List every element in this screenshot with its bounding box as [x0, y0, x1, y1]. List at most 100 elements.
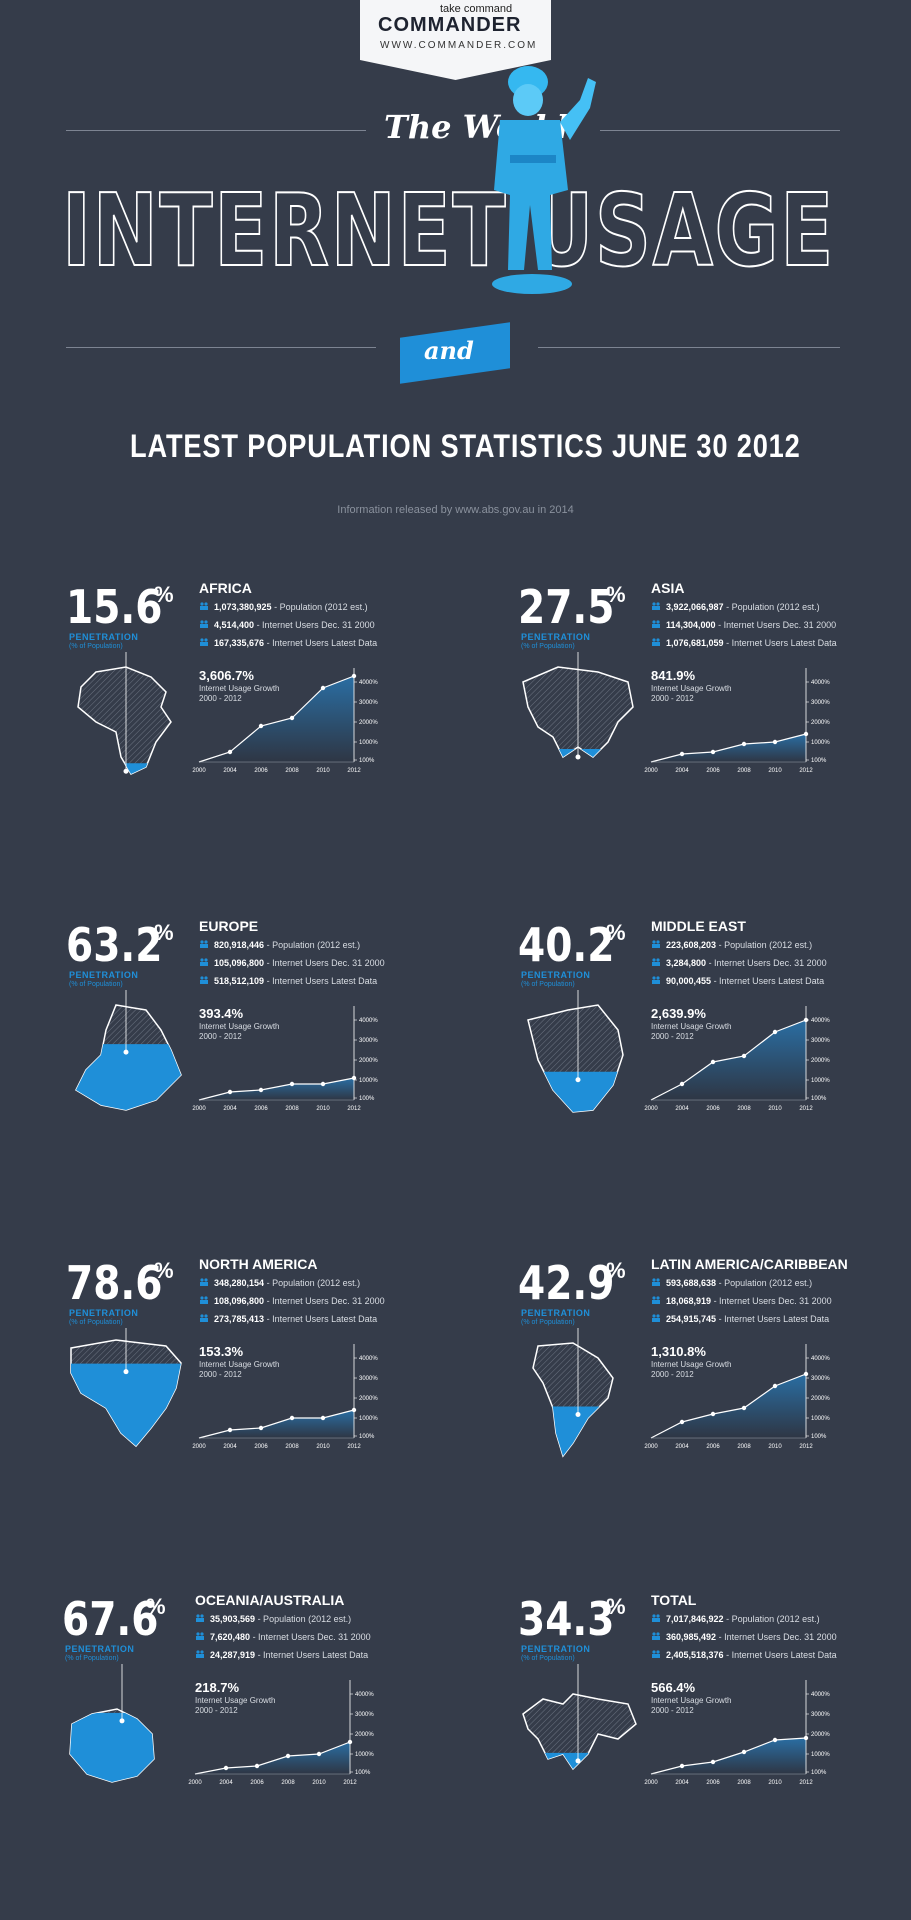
stat-value: 7,017,846,922 — [666, 1614, 724, 1624]
user-icon — [200, 1296, 208, 1304]
stat-label: - Population (2012 est.) — [718, 1278, 813, 1288]
stat-label: - Internet Users Dec. 31 2000 — [708, 958, 827, 968]
stat-value: 223,608,203 — [666, 940, 717, 950]
y-tick-label: 4000% — [811, 680, 830, 686]
person-icon — [196, 1614, 204, 1622]
penetration-sublabel: (% of Population) — [521, 1319, 575, 1326]
growth-value: 841.9% — [651, 668, 696, 683]
latin-america-map-icon — [532, 1328, 614, 1458]
stat-value: 7,620,480 — [210, 1632, 251, 1642]
x-tick-label: 2008 — [737, 1444, 751, 1450]
stat-label: - Internet Users Latest Data — [266, 638, 378, 648]
x-tick-label: 2004 — [223, 1106, 237, 1112]
person-icon — [200, 1278, 208, 1286]
x-tick-label: 2000 — [192, 768, 206, 774]
x-tick-label: 2006 — [706, 1106, 720, 1112]
y-tick-label: 1000% — [811, 1416, 830, 1422]
data-point — [258, 1087, 264, 1093]
logo-tagline: take command — [440, 3, 513, 15]
data-point — [227, 1427, 233, 1433]
region-name: NORTH AMERICA — [199, 1256, 318, 1272]
penetration-value: 78.6 — [66, 1256, 163, 1310]
stat-label: - Population (2012 est.) — [726, 602, 820, 612]
stat-value: 360,985,492 — [666, 1632, 717, 1642]
series-line — [198, 1409, 355, 1439]
stat-users-latest: 1,076,681,059 - Internet Users Latest Da… — [651, 638, 837, 648]
y-tick-label: 1000% — [359, 740, 378, 746]
user-icon — [652, 1632, 660, 1640]
region-panel-north-america: 78.6% PENETRATION (% of Population) NORTH A… — [66, 1256, 506, 1506]
stat-users-2000: 18,068,919 - Internet Users Dec. 31 2000 — [651, 1296, 832, 1306]
x-tick-label: 2004 — [675, 1444, 689, 1450]
stat-value: 1,076,681,059 — [666, 638, 724, 648]
stat-population: 593,688,638 - Population (2012 est.) — [651, 1278, 812, 1288]
user-icon — [652, 1314, 660, 1322]
penetration-sublabel: (% of Population) — [521, 643, 575, 650]
x-tick-label: 2008 — [737, 768, 751, 774]
stat-value: 254,915,745 — [666, 1314, 717, 1324]
growth-chart: 4000% 3000% 2000% 1000% 100% 2000 2004 2006 2008… — [644, 668, 830, 774]
series-line — [650, 1373, 807, 1439]
data-point — [741, 1053, 747, 1059]
stat-users-2000: 105,096,800 - Internet Users Dec. 31 200… — [199, 958, 385, 968]
penetration-label: PENETRATION — [521, 1308, 591, 1318]
logo-url[interactable]: WWW.COMMANDER.COM — [380, 40, 538, 51]
stat-label: - Population (2012 est.) — [274, 602, 368, 612]
data-point — [347, 1739, 353, 1745]
x-tick-label: 2008 — [285, 1444, 299, 1450]
stat-population: 223,608,203 - Population (2012 est.) — [651, 940, 812, 950]
subtitle: LATEST POPULATION STATISTICS JUNE 30 201… — [130, 428, 801, 464]
data-point — [772, 739, 778, 745]
stat-users-latest: 518,512,109 - Internet Users Latest Data — [199, 976, 377, 986]
penetration-value: 27.5 — [518, 580, 615, 634]
data-point — [289, 715, 295, 721]
data-point — [710, 1759, 716, 1765]
stat-label: - Population (2012 est.) — [718, 940, 813, 950]
series-area — [199, 1078, 354, 1100]
and-text: and — [424, 336, 474, 365]
data-point — [227, 749, 233, 755]
percent-sign: % — [154, 582, 174, 607]
penetration-label: PENETRATION — [521, 632, 591, 642]
penetration-sublabel: (% of Population) — [69, 1319, 123, 1326]
y-tick-label: 2000% — [811, 1058, 830, 1064]
x-tick-label: 2004 — [223, 1444, 237, 1450]
x-tick-label: 2010 — [316, 768, 330, 774]
user-icon — [200, 976, 208, 984]
x-tick-label: 2012 — [343, 1780, 357, 1786]
stat-label: - Internet Users Latest Data — [257, 1650, 369, 1660]
y-tick-label: 100% — [811, 758, 827, 764]
middle-east-map-icon — [527, 990, 624, 1113]
y-tick-label: 3000% — [359, 1038, 378, 1044]
y-tick-label: 1000% — [811, 740, 830, 746]
penetration-value: 34.3 — [518, 1592, 615, 1646]
y-tick-label: 100% — [355, 1770, 371, 1776]
x-tick-label: 2010 — [768, 1106, 782, 1112]
data-point — [320, 685, 326, 691]
x-tick-label: 2004 — [675, 1106, 689, 1112]
y-tick-label: 4000% — [359, 1018, 378, 1024]
percent-sign: % — [146, 1594, 166, 1619]
penetration-label: PENETRATION — [69, 970, 139, 980]
data-point — [679, 1763, 685, 1769]
y-tick-label: 1000% — [355, 1752, 374, 1758]
growth-label: Internet Usage Growth 2000 - 2012 — [199, 684, 279, 704]
stat-label: - Population (2012 est.) — [257, 1614, 352, 1624]
and-divider-right — [538, 347, 840, 348]
growth-chart: 4000% 3000% 2000% 1000% 100% 2000 2004 2006 2008… — [188, 1680, 374, 1786]
stat-users-latest: 2,405,518,376 - Internet Users Latest Da… — [651, 1650, 837, 1660]
series-line — [650, 733, 807, 763]
x-tick-label: 2010 — [768, 1444, 782, 1450]
y-tick-label: 3000% — [359, 1376, 378, 1382]
y-tick-label: 100% — [811, 1434, 827, 1440]
stat-label: - Internet Users Dec. 31 2000 — [713, 1296, 832, 1306]
data-point — [772, 1383, 778, 1389]
user-icon — [200, 620, 208, 628]
series-area — [199, 676, 354, 762]
stat-label: - Internet Users Latest Data — [726, 1650, 837, 1660]
series-area — [651, 1374, 806, 1438]
penetration-value: 67.6 — [62, 1592, 159, 1646]
oceania-map-icon — [69, 1664, 155, 1783]
penetration-sublabel: (% of Population) — [65, 1655, 119, 1662]
growth-chart: 4000% 3000% 2000% 1000% 100% 2000 2004 2006 2008… — [192, 1344, 378, 1450]
